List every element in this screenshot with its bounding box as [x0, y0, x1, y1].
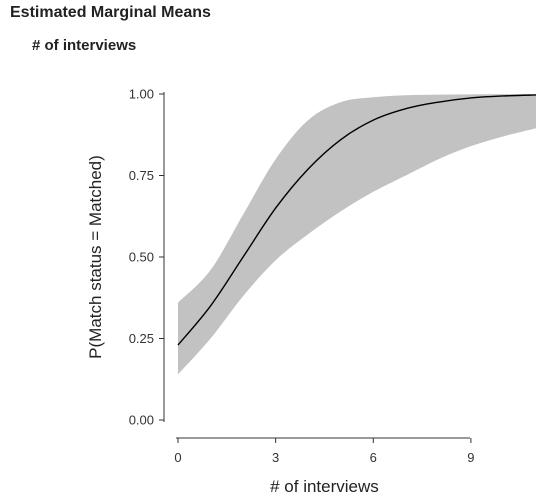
x-tick-label: 3: [272, 450, 279, 465]
estimate-line: [177, 94, 537, 346]
y-tick-label: 1.00: [129, 87, 154, 102]
chart-heading: Estimated Marginal Means: [10, 4, 211, 21]
y-tick-label: 0.75: [129, 168, 154, 183]
x-axis-title: # of interviews: [270, 477, 379, 496]
y-tick-label: 0.25: [129, 331, 154, 346]
confidence-band: [178, 94, 536, 375]
y-tick-label: 0.50: [129, 250, 154, 265]
y-axis-title: P(Match status = Matched): [86, 155, 105, 359]
x-tick-label: 9: [467, 450, 474, 465]
x-tick-label: 6: [370, 450, 377, 465]
x-tick-label: 0: [174, 450, 181, 465]
chart-subheading: # of interviews: [32, 37, 137, 54]
y-tick-label: 0.00: [129, 413, 154, 428]
